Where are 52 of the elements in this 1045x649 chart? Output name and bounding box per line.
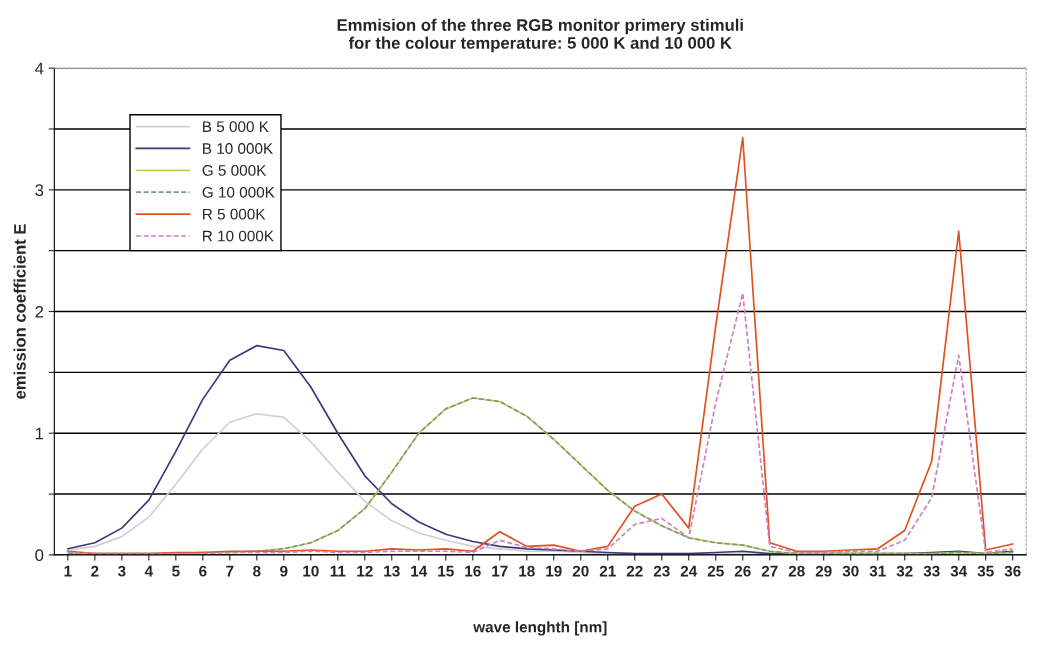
line-series	[67, 136, 1014, 555]
x-tick-label: 26	[734, 565, 751, 577]
x-tick-label: 33	[923, 565, 940, 577]
x-tick-label: 3	[117, 565, 126, 577]
x-axis-title: wave lenghth [nm]	[473, 621, 607, 636]
x-tick-label: 14	[411, 565, 428, 577]
y-tick-label: 0	[35, 549, 44, 562]
legend-label: G 5 000K	[202, 165, 267, 176]
x-tick-label: 24	[680, 565, 698, 577]
x-tick-label: 19	[546, 565, 562, 577]
x-tick-label: 5	[172, 565, 180, 577]
y-tick-label: 2	[35, 305, 44, 318]
y-tick-label: 1	[35, 427, 44, 440]
x-tick-label: 31	[869, 565, 886, 577]
legend-label: R 5 000K	[203, 208, 266, 220]
x-tick-label: 13	[384, 565, 400, 577]
x-tick-label: 15	[438, 565, 454, 577]
y-axis-title: emission coefficient E	[13, 224, 26, 399]
x-tick-label: 9	[280, 565, 288, 577]
x-tick-label: 4	[144, 565, 153, 577]
x-tick-label: 27	[761, 565, 778, 577]
legend-label: R 10 000K	[203, 230, 274, 242]
x-tick-label: 28	[788, 565, 805, 577]
legend-label: G 10 000K	[202, 186, 275, 198]
x-tick-label: 30	[842, 565, 859, 577]
x-tick-label: 29	[815, 565, 832, 577]
legend-label: B 5 000 K	[203, 121, 269, 133]
x-tick-label: 36	[1004, 565, 1021, 577]
x-tick-label: 7	[226, 565, 234, 577]
x-tick-label: 17	[492, 565, 508, 577]
x-tick-label: 10	[303, 565, 319, 577]
x-tick-label: 8	[253, 565, 261, 577]
y-tick-label: 3	[35, 184, 44, 197]
x-tick-label: 20	[572, 565, 589, 577]
chart-title: Emmision of the three RGB monitor primery stimuli for the colour temperature: 5 000 K and 10 000 K	[337, 18, 743, 53]
x-tick-label: 21	[599, 565, 616, 577]
x-tick-label: 1	[64, 565, 72, 577]
x-tick-label: 35	[977, 565, 994, 577]
x-tick-label: 12	[357, 565, 373, 577]
x-tick-label: 16	[465, 565, 481, 577]
x-tick-label: 34	[950, 565, 968, 577]
x-tick-label: 6	[199, 565, 207, 577]
x-tick-label: 18	[519, 565, 535, 577]
x-tick-label: 32	[896, 565, 913, 577]
x-tick-label: 22	[626, 565, 643, 577]
x-tick-label: 2	[91, 565, 99, 577]
line-series	[67, 292, 1014, 555]
x-tick-label: 23	[653, 565, 670, 577]
x-tick-label: 25	[707, 565, 724, 577]
legend-label: B 10 000K	[203, 143, 273, 154]
y-tick-label: 4	[35, 62, 44, 75]
x-tick-label: 11	[330, 565, 346, 577]
